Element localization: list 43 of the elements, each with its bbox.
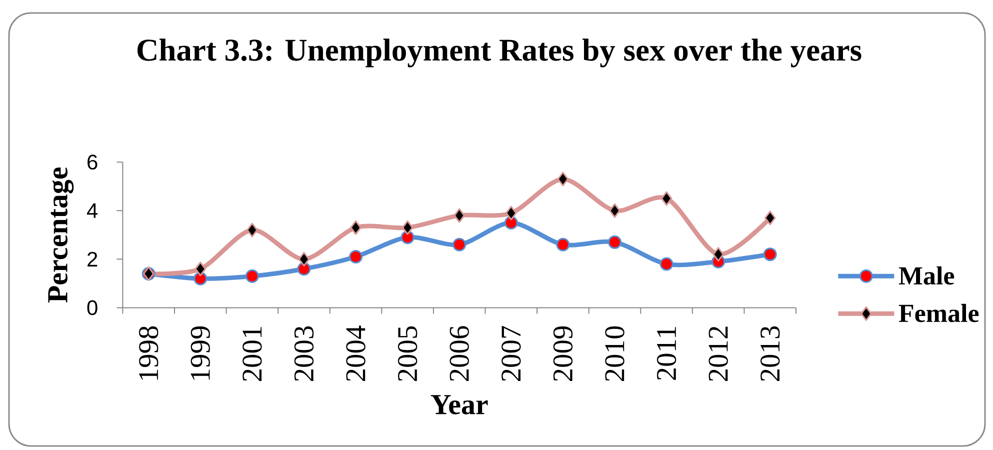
x-tick-label: 2004	[346, 326, 366, 381]
x-tick-label: 2013	[760, 326, 780, 381]
x-tick-label: 2007	[502, 326, 521, 381]
point	[609, 203, 620, 218]
point	[608, 235, 622, 249]
legend-label: Female	[898, 304, 979, 322]
point	[349, 250, 363, 264]
point	[246, 222, 258, 238]
x-tick-label: 1999	[190, 326, 210, 380]
x-tick-label: 2006	[450, 326, 469, 381]
y-tick-label: 2	[88, 252, 98, 266]
point	[764, 210, 776, 226]
x-tick-label: 2005	[398, 326, 418, 381]
point	[660, 191, 672, 206]
y-tick-label: 4	[86, 203, 98, 218]
point	[763, 248, 777, 262]
y-tick-label: 6	[88, 154, 98, 170]
point	[556, 238, 570, 252]
point	[350, 220, 362, 235]
point	[400, 230, 414, 244]
x-tick-label: 2003	[294, 326, 314, 381]
chart-title: Chart 3.3: Unemployment Rates by sex over the years	[137, 38, 862, 68]
point	[402, 220, 414, 235]
point	[194, 272, 208, 286]
y-tick-label: 0	[87, 300, 98, 316]
point	[454, 208, 465, 223]
x-tick-label: 2011	[656, 326, 676, 380]
x-tick-label: 2012	[708, 326, 728, 381]
point	[660, 257, 674, 271]
y-axis-title: Percentage	[48, 167, 74, 303]
x-tick-label: 1998	[138, 326, 158, 380]
x-axis-title: Year	[430, 395, 488, 414]
point	[298, 252, 310, 266]
point	[194, 262, 206, 276]
x-tick-label: 2009	[553, 326, 573, 381]
point	[452, 238, 466, 252]
x-tick-label: 2010	[605, 326, 624, 381]
point	[712, 247, 724, 262]
point	[245, 269, 259, 283]
point	[506, 206, 517, 220]
point	[557, 172, 569, 186]
x-tick-label: 2001	[242, 326, 262, 381]
legend-label: Male	[898, 266, 954, 285]
